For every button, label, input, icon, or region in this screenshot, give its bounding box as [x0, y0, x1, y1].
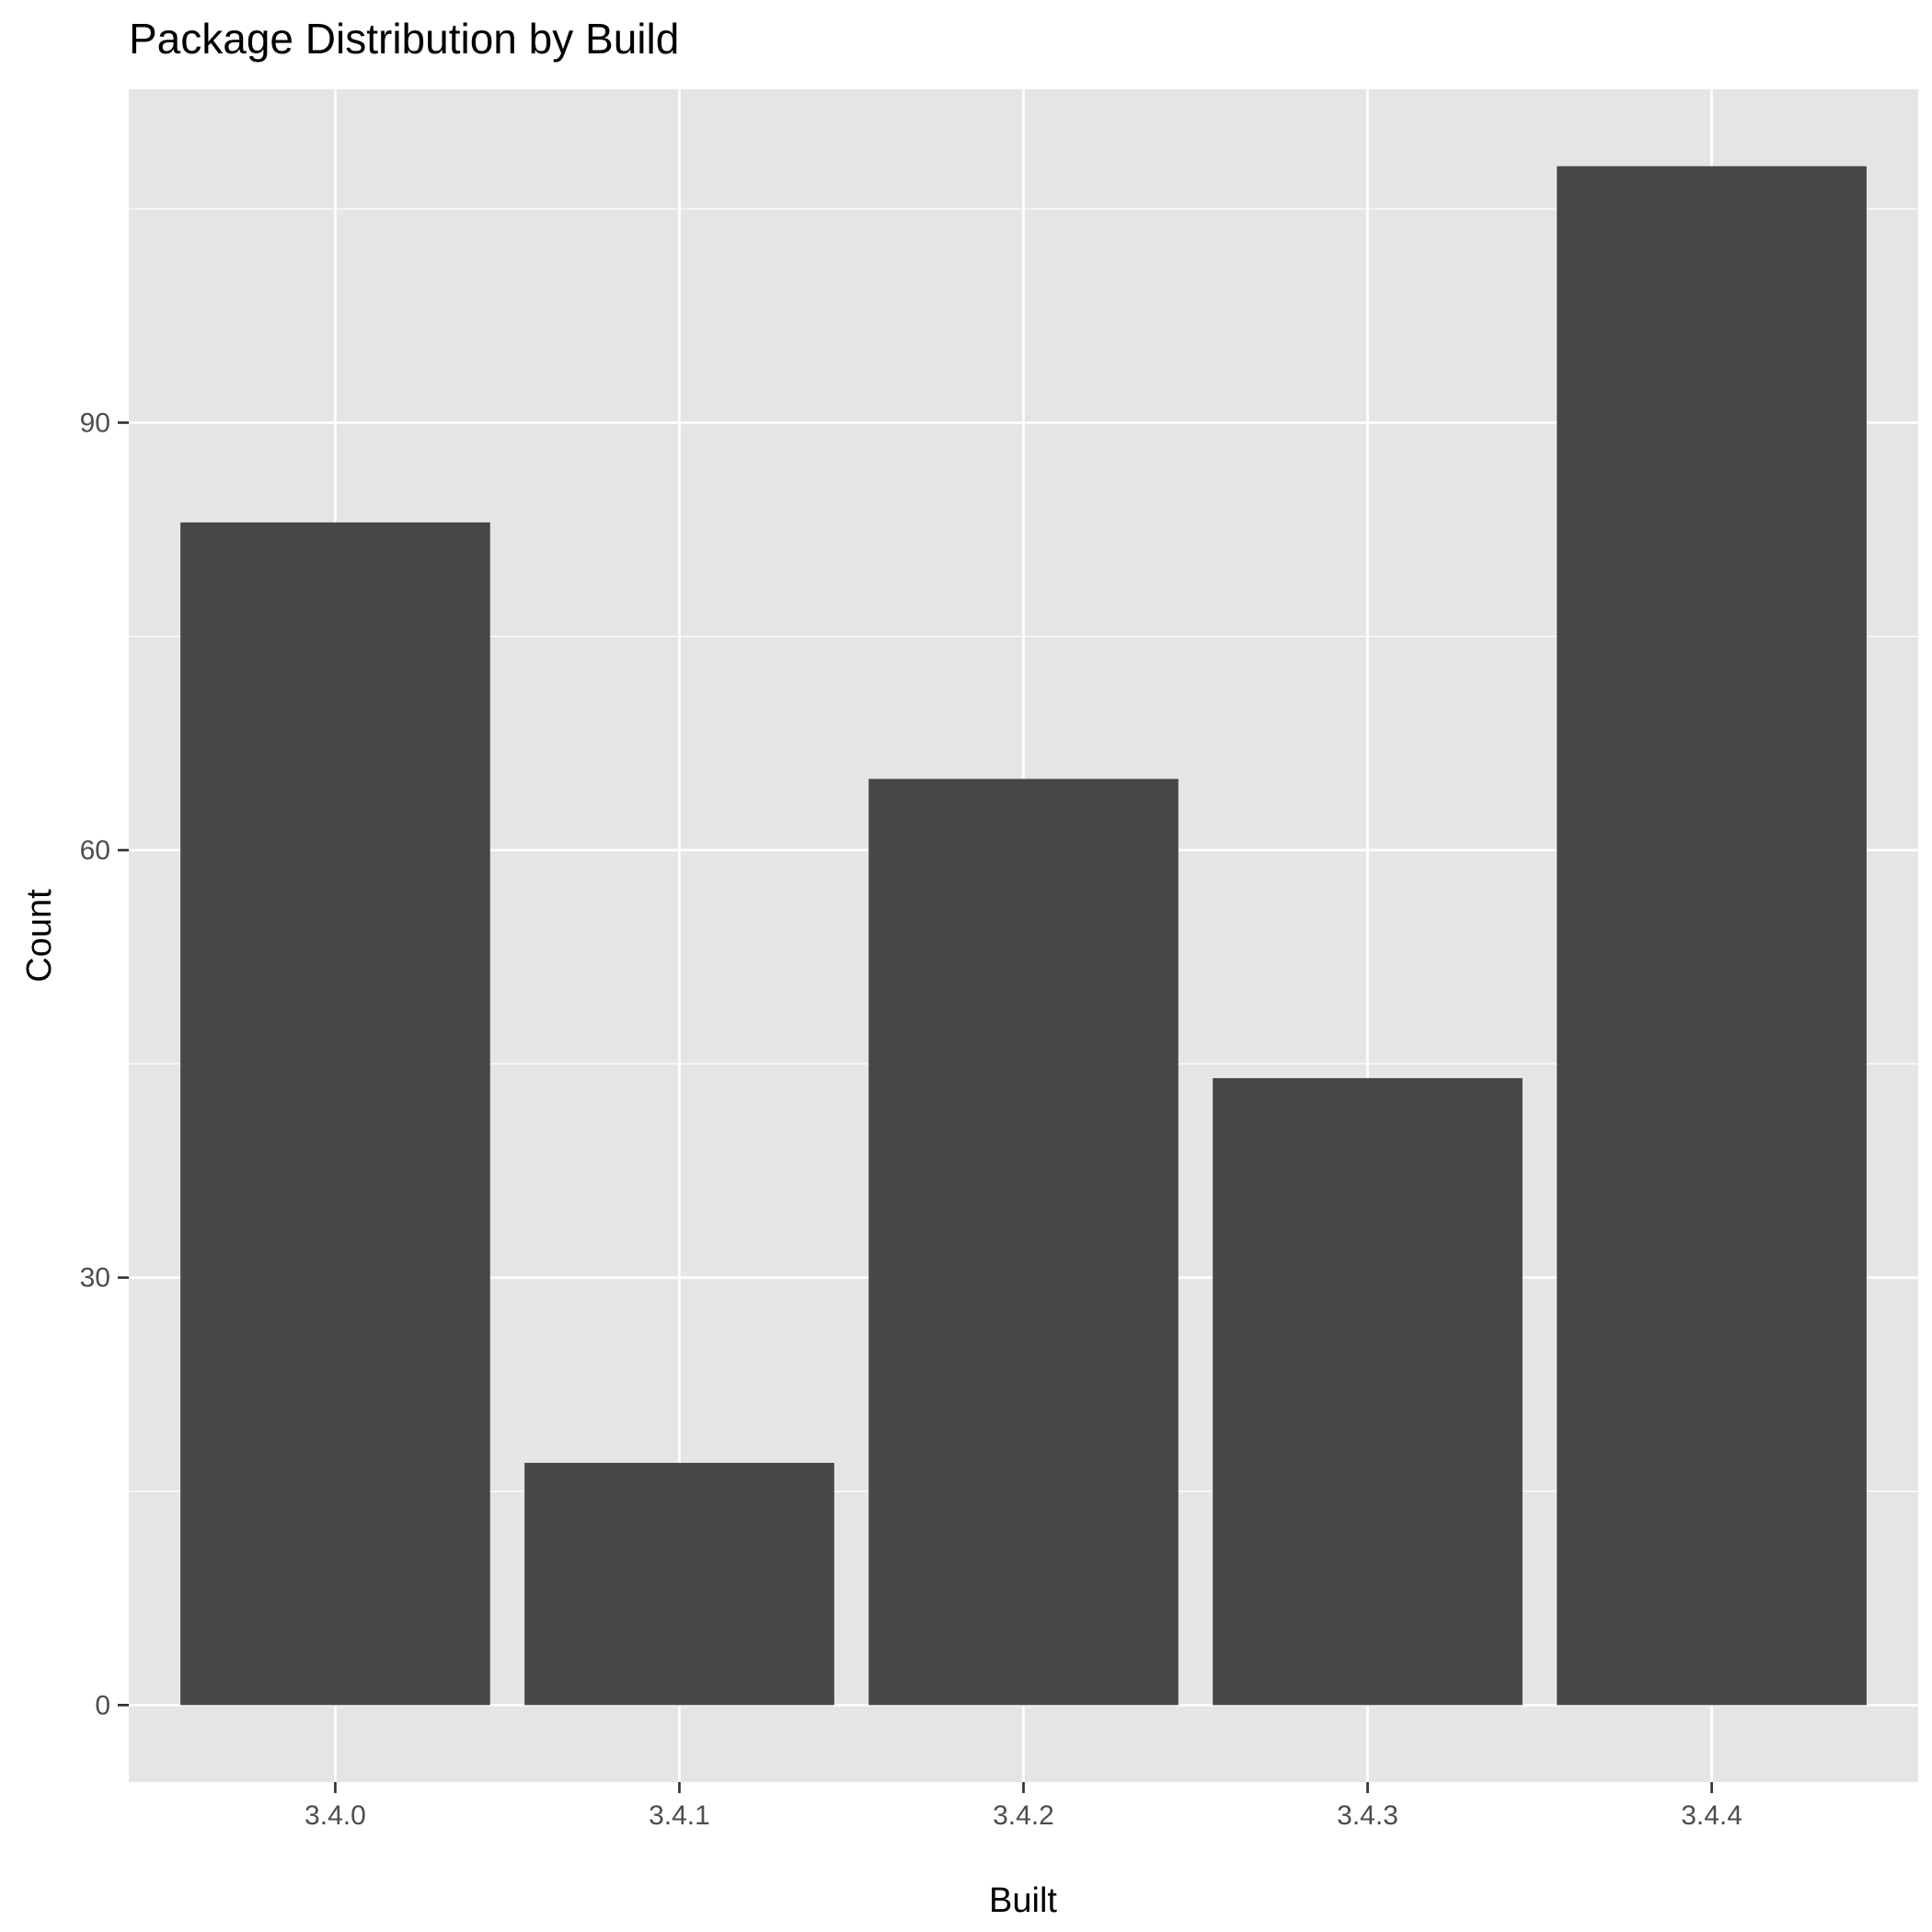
y-axis: 0 30 60 90: [80, 408, 129, 1720]
bar-3.4.1: [524, 1463, 834, 1706]
bar-3.4.2: [868, 778, 1179, 1706]
y-tick-label: 0: [95, 1690, 110, 1720]
x-tick-label: 3.4.3: [1337, 1800, 1398, 1831]
bars: [180, 166, 1867, 1706]
bar-3.4.3: [1213, 1077, 1523, 1706]
x-axis-title: Built: [989, 1881, 1057, 1920]
x-tick-label: 3.4.0: [305, 1800, 366, 1831]
bar-3.4.4: [1557, 166, 1867, 1706]
bar-3.4.0: [180, 522, 490, 1706]
x-tick-label: 3.4.1: [649, 1800, 710, 1831]
y-tick-label: 30: [80, 1263, 110, 1294]
y-tick-label: 60: [80, 835, 110, 866]
x-axis: 3.4.0 3.4.1 3.4.2 3.4.3 3.4.4: [305, 1782, 1742, 1831]
y-axis-title: Count: [20, 889, 59, 983]
x-tick-label: 3.4.2: [993, 1800, 1054, 1831]
y-tick-label: 90: [80, 408, 110, 438]
chart-title: Package Distribution by Build: [129, 15, 679, 63]
x-tick-label: 3.4.4: [1681, 1800, 1742, 1831]
